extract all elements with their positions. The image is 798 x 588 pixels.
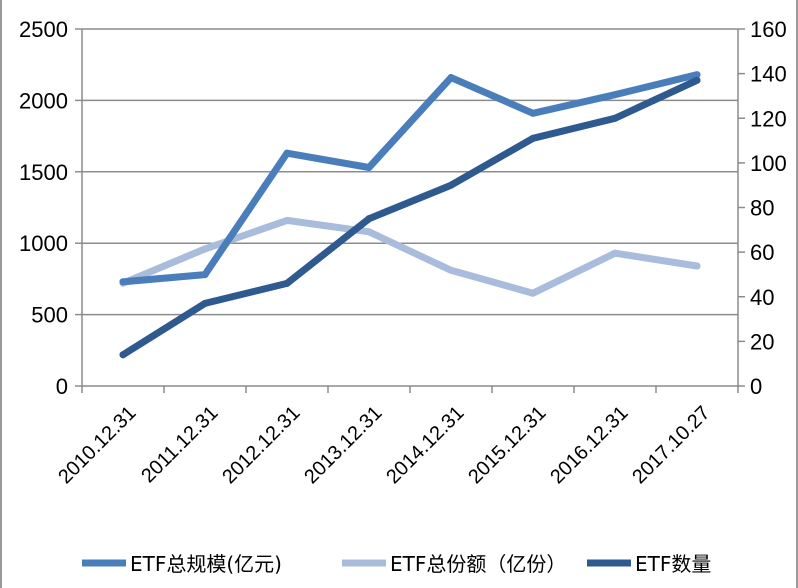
data-point [611, 114, 619, 122]
left-tick-label: 0 [56, 374, 68, 399]
left-tick-label: 2500 [19, 17, 68, 42]
data-point [201, 271, 209, 279]
data-point [693, 76, 701, 84]
right-tick-label: 20 [750, 329, 774, 354]
data-point [283, 216, 291, 224]
x-tick-label: 2010.12.31 [54, 402, 140, 488]
left-tick-label: 2000 [19, 88, 68, 113]
data-point [611, 249, 619, 257]
series-line-0 [119, 71, 701, 286]
data-point [529, 289, 537, 297]
legend-label: ETF总规模(亿元) [130, 552, 282, 576]
x-tick-label: 2011.12.31 [137, 402, 222, 487]
left-tick-label: 1000 [19, 231, 68, 256]
left-tick-label: 500 [31, 303, 68, 328]
right-tick-label: 80 [750, 196, 774, 221]
data-point [283, 149, 291, 157]
left-tick-label: 1500 [19, 160, 68, 185]
right-tick-label: 0 [750, 374, 762, 399]
x-tick-label: 2015.12.31 [464, 402, 550, 488]
data-point [693, 71, 701, 79]
data-point [529, 109, 537, 117]
legend-label: ETF总份额（亿份） [390, 552, 566, 576]
data-point [611, 91, 619, 99]
x-tick-label: 2017.10.27 [628, 402, 714, 488]
data-point [447, 74, 455, 82]
data-point [119, 351, 127, 359]
series-line-1 [119, 216, 701, 297]
data-point [283, 279, 291, 287]
data-point [201, 245, 209, 253]
legend-label: ETF数量 [635, 552, 711, 576]
x-tick-label: 2013.12.31 [300, 402, 386, 488]
right-tick-label: 60 [750, 240, 774, 265]
data-point [529, 134, 537, 142]
data-point [365, 228, 373, 236]
series-line-2 [119, 76, 701, 359]
data-point [447, 266, 455, 274]
right-tick-label: 120 [750, 106, 787, 131]
x-tick-label: 2016.12.31 [546, 402, 632, 488]
data-point [201, 299, 209, 307]
data-point [119, 278, 127, 286]
right-tick-label: 160 [750, 17, 787, 42]
right-tick-label: 100 [750, 151, 787, 176]
data-point [693, 262, 701, 270]
data-point [365, 215, 373, 223]
right-tick-label: 40 [750, 285, 774, 310]
data-point [447, 181, 455, 189]
right-tick-label: 140 [750, 62, 787, 87]
x-tick-label: 2012.12.31 [218, 402, 304, 488]
data-point [365, 164, 373, 172]
x-tick-label: 2014.12.31 [382, 402, 468, 488]
